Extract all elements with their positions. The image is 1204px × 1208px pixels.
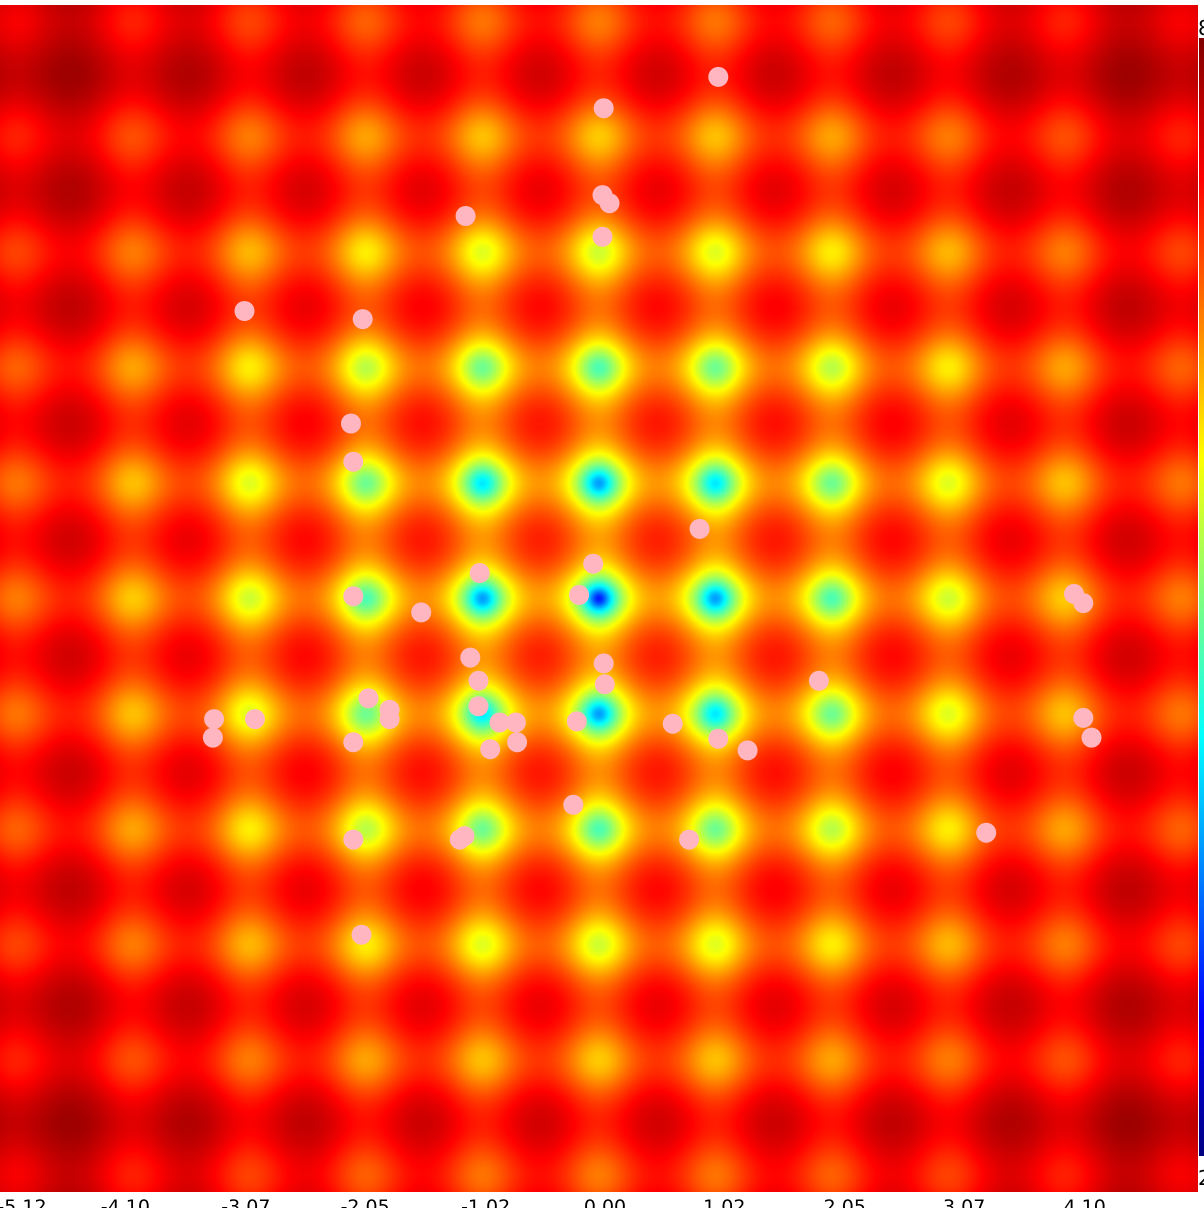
scatter-point-0: [708, 66, 729, 87]
scatter-point-17: [343, 586, 364, 607]
scatter-point-32: [566, 711, 587, 732]
scatter-point-33: [662, 713, 683, 734]
scatter-point-15: [1073, 593, 1094, 614]
scatter-point-47: [351, 924, 372, 945]
x-tick-label: 0.00: [583, 1196, 627, 1208]
x-tick-label: -3.07: [221, 1196, 271, 1208]
x-tick-label: -4.10: [100, 1196, 150, 1208]
colorbar-max-label: 8: [1198, 18, 1204, 38]
scatter-point-18: [593, 653, 614, 674]
scatter-point-39: [1073, 707, 1094, 728]
scatter-point-28: [204, 709, 225, 730]
scatter-point-12: [469, 563, 490, 583]
scatter-point-1: [593, 98, 614, 119]
colorbar-min-label: 2: [1198, 1168, 1204, 1188]
scatter-point-43: [449, 829, 470, 850]
scatter-point-4: [455, 206, 476, 226]
scatter-point-16: [411, 602, 432, 623]
scatter-point-13: [569, 585, 590, 605]
scatter-point-44: [679, 829, 700, 850]
colorbar: [1199, 38, 1204, 1156]
scatter-point-3: [599, 193, 620, 214]
scatter-point-38: [737, 740, 758, 761]
x-axis-tick-labels: -5.12 -4.10 -3.07 -2.05 -1.02 0.00 1.02 2.05 3.0…: [0, 1196, 1204, 1208]
scatter-point-7: [352, 309, 373, 330]
x-tick-label: -5.12: [0, 1196, 47, 1208]
scatter-point-30: [489, 712, 510, 733]
scatter-point-11: [583, 553, 604, 574]
scatter-point-21: [808, 670, 829, 691]
x-tick-label: 2.05: [823, 1196, 866, 1208]
x-tick-label: 3.07: [943, 1196, 986, 1208]
scatter-point-40: [1081, 727, 1102, 748]
scatter-point-19: [460, 647, 481, 668]
x-tick-label: -2.05: [340, 1196, 390, 1208]
scatter-point-36: [480, 739, 501, 760]
x-tick-label: -1.02: [461, 1196, 511, 1208]
scatter-overlay: [202, 66, 1102, 945]
scatter-point-41: [563, 794, 584, 815]
scatter-point-24: [358, 688, 379, 709]
plot-area: [0, 5, 1198, 1192]
scatter-point-20: [468, 670, 489, 691]
scatter-point-5: [592, 226, 613, 247]
scatter-point-35: [507, 732, 528, 753]
scatter-point-27: [245, 709, 265, 730]
scatter-point-37: [343, 732, 364, 753]
x-tick-label: 1.02: [703, 1196, 746, 1208]
scatter-point-10: [689, 518, 710, 539]
scatter-point-8: [341, 413, 361, 434]
scatter-point-6: [234, 301, 255, 321]
scatter-point-29: [202, 727, 223, 748]
scatter-point-45: [976, 822, 997, 843]
scatter-point-34: [708, 728, 729, 749]
x-tick-label: 4.10: [1063, 1196, 1106, 1208]
scatter-point-26: [379, 709, 400, 730]
scatter-point-22: [594, 674, 615, 695]
scatter-point-46: [343, 829, 364, 850]
scatter-point-31: [505, 712, 526, 733]
scatter-point-23: [468, 696, 489, 717]
scatter-point-9: [343, 451, 364, 472]
